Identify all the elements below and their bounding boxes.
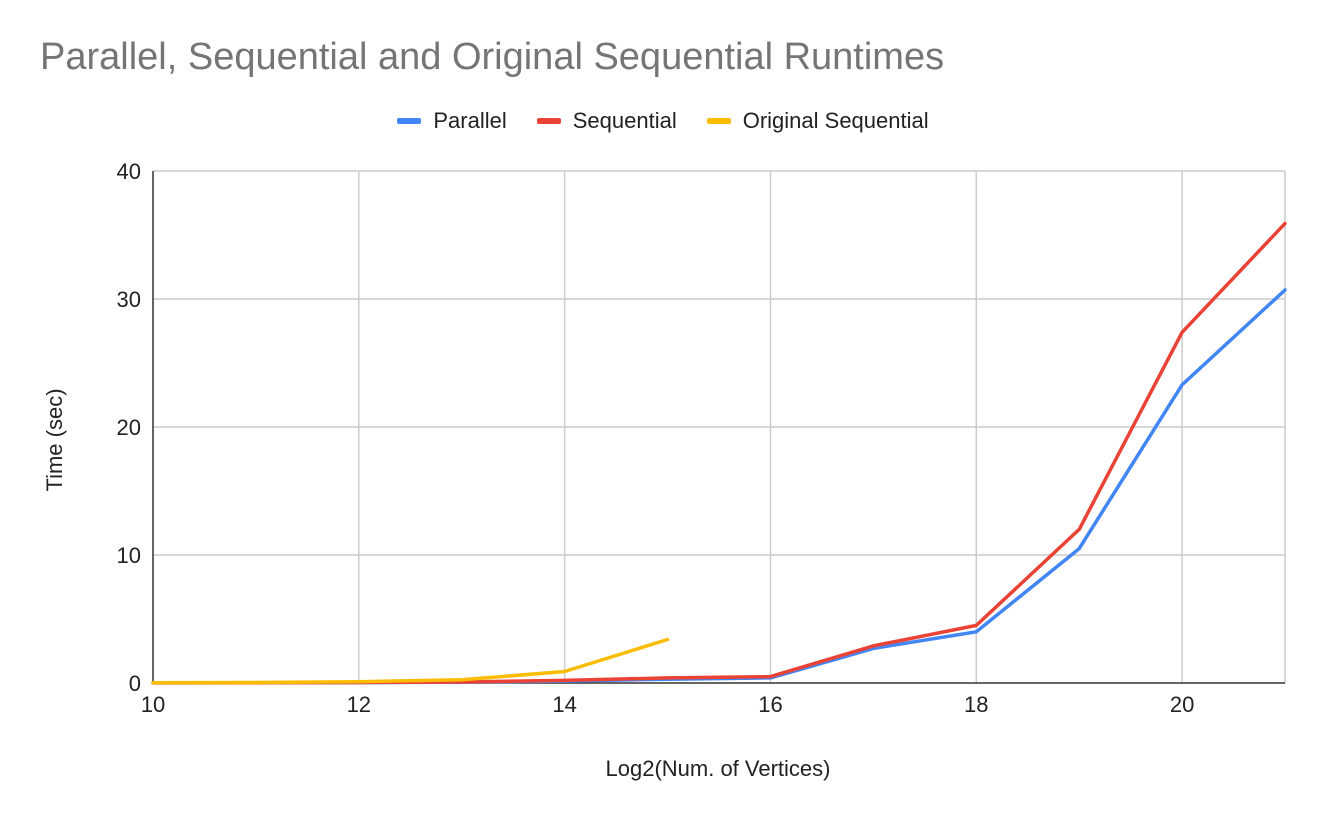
y-tick-label: 20	[117, 415, 141, 440]
y-tick-label: 0	[129, 671, 141, 696]
series-line-parallel	[151, 288, 1287, 685]
legend-label: Parallel	[433, 108, 507, 133]
y-tick-label: 30	[117, 287, 141, 312]
x-tick-label: 10	[141, 692, 165, 717]
y-tick-label: 10	[117, 543, 141, 568]
legend-swatch	[706, 118, 731, 124]
legend-item: Parallel	[397, 108, 507, 134]
x-tick-label: 18	[964, 692, 988, 717]
x-tick-label: 12	[347, 692, 371, 717]
legend-label: Original Sequential	[742, 108, 929, 133]
y-axis-label: Time (sec)	[42, 388, 67, 491]
series-line-sequential	[151, 221, 1287, 685]
x-tick-label: 16	[758, 692, 782, 717]
legend-item: Sequential	[536, 108, 677, 134]
legend-swatch	[397, 118, 422, 124]
gridlines	[152, 170, 1286, 684]
series-line-original-sequential	[151, 637, 670, 685]
legend-swatch	[536, 118, 561, 124]
legend: Parallel Sequential Original Sequential	[0, 106, 1326, 136]
y-tick-label: 40	[117, 159, 141, 184]
x-axis-label: Log2(Num. of Vertices)	[606, 756, 831, 781]
series-lines	[151, 221, 1287, 685]
legend-label: Sequential	[572, 108, 677, 133]
x-tick-label: 20	[1170, 692, 1194, 717]
x-tick-label: 14	[552, 692, 576, 717]
legend-item: Original Sequential	[706, 108, 929, 134]
chart-title: Parallel, Sequential and Original Sequen…	[40, 36, 945, 78]
